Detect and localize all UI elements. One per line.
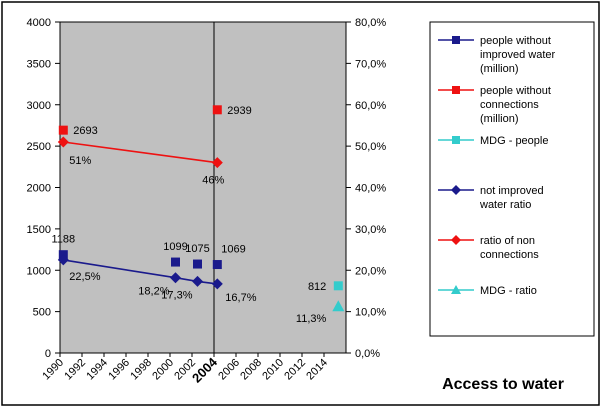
data-point-ratio-of-non-connections [57, 136, 69, 148]
legend-label: MDG - ratio [480, 285, 537, 297]
left-axis-tick-label: 3500 [27, 58, 51, 70]
legend-label: improved water [480, 49, 556, 61]
left-axis-tick-label: 1500 [27, 224, 51, 236]
chart-title: Access to water [442, 376, 564, 393]
legend-label: connections [480, 249, 539, 261]
data-label: 16,7% [225, 292, 256, 304]
data-point-mdg-people [333, 281, 343, 291]
right-axis-tick-label: 50,0% [355, 141, 386, 153]
right-axis-tick-label: 40,0% [355, 183, 386, 195]
legend-swatch-marker [451, 285, 461, 294]
left-axis-tick-label: 3000 [27, 100, 51, 112]
legend-box [429, 21, 595, 337]
legend-item: ratio of non connections [438, 235, 539, 261]
data-label: 1075 [185, 243, 209, 255]
data-label: 1069 [221, 244, 245, 256]
data-label: 18,2% [138, 286, 169, 298]
data-label: 1099 [163, 241, 187, 253]
data-point-not-improved-water-ratio [57, 254, 69, 266]
data-label: 51% [69, 155, 91, 167]
data-point-ratio-of-non-connections [211, 157, 223, 169]
legend-label: MDG - people [480, 135, 548, 147]
data-point-mdg-ratio [332, 300, 345, 312]
legend-item: MDG - people [438, 135, 548, 147]
series-lines [63, 141, 218, 285]
right-axis-tick-label: 0,0% [355, 348, 380, 360]
legend-item: people without improved water (million) [438, 35, 556, 75]
legend-label: people without [480, 35, 551, 47]
data-point-people-without-improved-water-million- [212, 260, 222, 270]
right-axis-tick-label: 80,0% [355, 17, 386, 29]
data-point-people-without-connections-million- [212, 105, 222, 115]
data-label: 1188 [51, 234, 75, 246]
legend-item: MDG - ratio [438, 285, 537, 297]
legend-swatch-marker [452, 86, 460, 94]
data-label: 11,3% [296, 313, 327, 325]
legend-label: people without [480, 85, 551, 97]
left-axis-tick-label: 0 [45, 348, 51, 360]
data-label: 46% [202, 175, 224, 187]
right-axis-tick-label: 70,0% [355, 58, 386, 70]
legend-label: connections [480, 99, 539, 111]
legend-swatch-marker [451, 185, 461, 195]
legend-label: (million) [480, 63, 519, 75]
legend-swatch-marker [451, 235, 461, 245]
legend-label: not improved [480, 185, 544, 197]
data-label: 2693 [73, 125, 97, 137]
series-markers [57, 105, 345, 312]
right-axis: 0,0% 10,0% 20,0% 30,0% 40,0% 50,0% 60,0% 70,0% 8… [345, 17, 386, 360]
right-axis-tick-label: 60,0% [355, 100, 386, 112]
left-axis-tick-label: 500 [33, 307, 51, 319]
legend-label: water ratio [479, 199, 531, 211]
right-axis-tick-label: 10,0% [355, 307, 386, 319]
legend-swatch-marker [452, 136, 460, 144]
legend-label: (million) [480, 113, 519, 125]
data-point-not-improved-water-ratio [170, 272, 181, 284]
right-axis-tick-label: 20,0% [355, 265, 386, 277]
legend-label: ratio of non [480, 235, 535, 247]
left-axis: 0 500 1000 1500 2000 2500 3000 3500 4000 [27, 17, 61, 360]
data-label: 17,3% [161, 289, 192, 301]
legend-item: people without connections (million) [438, 85, 551, 125]
right-axis-tick-label: 30,0% [355, 224, 386, 236]
data-point-not-improved-water-ratio [211, 278, 223, 290]
data-label: 812 [308, 281, 326, 293]
data-point-people-without-improved-water-million- [171, 257, 180, 267]
left-axis-tick-label: 1000 [27, 265, 51, 277]
plot-area [59, 21, 347, 354]
data-label: 22,5% [69, 271, 100, 283]
left-axis-tick-label: 2000 [27, 183, 51, 195]
data-label: 2939 [227, 105, 251, 117]
legend-item: not improved water ratio [438, 185, 544, 211]
legend-swatch-marker [452, 36, 460, 44]
left-axis-tick-label: 2500 [27, 141, 51, 153]
data-point-not-improved-water-ratio [192, 275, 203, 287]
series-line-not-improved-water-ratio [63, 259, 218, 285]
data-point-people-without-connections-million- [58, 125, 68, 135]
series-line-ratio-of-non-connections [63, 141, 218, 164]
data-point-people-without-improved-water-million- [193, 259, 202, 269]
left-axis-tick-label: 4000 [27, 17, 51, 29]
